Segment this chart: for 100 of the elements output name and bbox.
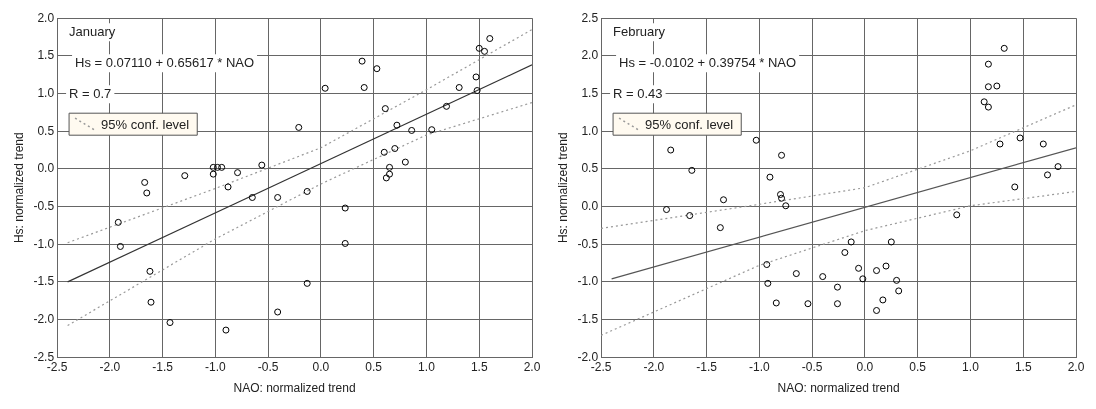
x-tick-label: -1.5 [696, 359, 718, 374]
point [782, 202, 790, 210]
y-tick-label: -1.5 [33, 274, 55, 289]
point [879, 296, 887, 304]
point [1039, 140, 1047, 148]
point [303, 279, 311, 287]
point [380, 148, 388, 156]
point [386, 163, 394, 171]
point [166, 319, 174, 327]
y-tick-label: 1.5 [581, 85, 599, 100]
point [752, 136, 760, 144]
x-tick-label: 2.0 [1067, 359, 1085, 374]
y-tick-label: -1.5 [577, 311, 599, 326]
x-axis-title: NAO: normalized trend [233, 381, 356, 396]
point [146, 267, 154, 275]
point [475, 44, 483, 52]
x-tick-label: -0.5 [257, 359, 279, 374]
point [209, 170, 217, 178]
point [688, 166, 696, 174]
point [358, 57, 366, 65]
point [792, 270, 800, 278]
legend-label: 95% conf. level [645, 116, 734, 132]
point [766, 173, 774, 181]
y-tick-label: 1.0 [581, 123, 599, 138]
point [855, 264, 863, 272]
point [143, 189, 151, 197]
point [1044, 171, 1052, 179]
y-tick-label: -1.0 [577, 274, 599, 289]
point [428, 126, 436, 134]
point [804, 300, 812, 308]
point [472, 73, 480, 81]
y-tick-label: -0.5 [33, 198, 55, 213]
point [1016, 134, 1024, 142]
annotation: R = 0.43 [613, 85, 663, 101]
y-tick-label: -1.0 [33, 236, 55, 251]
y-tick-label: 0.5 [37, 123, 55, 138]
y-tick-label: 2.0 [37, 10, 55, 25]
y-axis-title: Hs: normalized trend [555, 132, 570, 244]
point [772, 299, 780, 307]
x-tick-label: -1.0 [749, 359, 771, 374]
point [776, 190, 784, 198]
point [887, 238, 895, 246]
annotation: Hs = 0.07110 + 0.65617 * NAO [75, 54, 255, 70]
point [234, 169, 242, 177]
point [953, 211, 961, 219]
x-tick-label: 0.5 [909, 359, 927, 374]
y-tick-label: 2.0 [581, 48, 599, 63]
x-tick-label: -1.5 [152, 359, 174, 374]
x-tick-label: 0.0 [856, 359, 874, 374]
point [841, 248, 849, 256]
point [381, 105, 389, 113]
x-tick-label: 0.0 [312, 359, 330, 374]
x-tick-label: 1.5 [470, 359, 488, 374]
point [486, 35, 494, 43]
point [984, 83, 992, 91]
y-tick-label: 0.0 [37, 161, 55, 176]
point [473, 87, 481, 95]
point [455, 84, 463, 92]
point [873, 306, 881, 314]
point [222, 326, 230, 334]
point [321, 84, 329, 92]
point [181, 172, 189, 180]
annotation: February [613, 23, 666, 39]
y-axis-title: Hs: normalized trend [11, 132, 26, 244]
line-series [67, 101, 532, 327]
point [295, 123, 303, 131]
point [116, 242, 124, 250]
point [984, 103, 992, 111]
x-tick-label: -0.5 [801, 359, 823, 374]
annotation: January [69, 23, 116, 39]
point [248, 193, 256, 201]
point [716, 224, 724, 232]
line-series [67, 28, 532, 244]
point [224, 183, 232, 191]
point [882, 262, 890, 270]
x-tick-label: 0.5 [365, 359, 383, 374]
point [895, 287, 903, 295]
y-tick-label: -0.5 [577, 236, 599, 251]
point [401, 158, 409, 166]
y-tick-label: 1.5 [37, 48, 55, 63]
point [686, 212, 694, 220]
annotation: R = 0.7 [69, 85, 112, 101]
point [303, 187, 311, 195]
point [996, 140, 1004, 148]
point [778, 151, 786, 159]
legend-label: 95% conf. level [101, 116, 190, 132]
y-tick-label: 1.0 [37, 85, 55, 100]
x-tick-label: 1.0 [962, 359, 980, 374]
x-tick-label: 2.0 [523, 359, 541, 374]
point [209, 163, 217, 171]
point [1000, 44, 1008, 52]
point [373, 65, 381, 73]
point [481, 47, 489, 55]
point [386, 170, 394, 178]
x-tick-label: -2.0 [99, 359, 121, 374]
point [859, 275, 867, 283]
point [833, 300, 841, 308]
x-tick-label: -1.0 [205, 359, 227, 374]
point [141, 178, 149, 186]
point [114, 218, 122, 226]
